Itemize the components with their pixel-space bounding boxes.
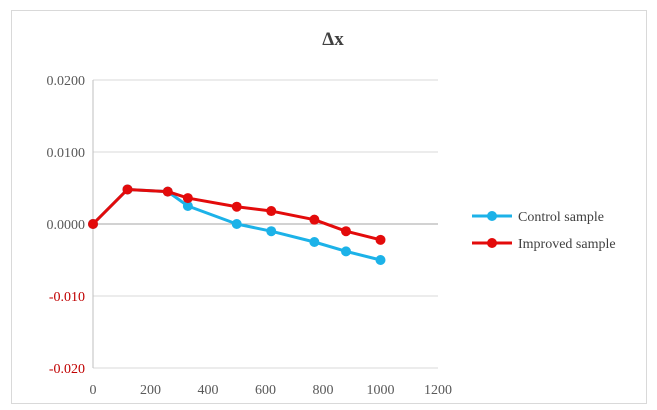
x-tick-labels: 0 200 400 600 800 1000 1200 xyxy=(90,383,453,398)
y-tick-label: 0.0200 xyxy=(47,74,86,89)
legend-label: Improved sample xyxy=(518,237,616,252)
legend: Control sample Improved sample xyxy=(472,210,616,252)
x-tick-label: 400 xyxy=(198,383,219,398)
legend-label: Control sample xyxy=(518,210,604,225)
y-tick-label: 0.0000 xyxy=(47,218,86,233)
legend-swatch-marker xyxy=(487,211,497,221)
data-point xyxy=(162,186,173,197)
gridlines xyxy=(93,79,438,369)
data-point xyxy=(182,201,193,211)
data-point xyxy=(341,226,351,237)
y-tick-label: -0.010 xyxy=(49,290,85,305)
data-point xyxy=(231,219,242,229)
chart-title: Δx xyxy=(322,29,344,50)
x-tick-label: 1000 xyxy=(367,383,395,398)
series-group xyxy=(88,184,386,265)
data-point xyxy=(182,193,193,204)
x-tick-label: 600 xyxy=(255,383,276,398)
x-tick-label: 800 xyxy=(313,383,334,398)
series-1 xyxy=(88,184,386,265)
series-line xyxy=(91,187,382,242)
x-tick-label: 1200 xyxy=(424,383,452,398)
data-point xyxy=(341,246,351,257)
data-point xyxy=(375,234,386,245)
chart-frame xyxy=(11,10,647,404)
data-point xyxy=(88,219,98,229)
x-tick-label: 0 xyxy=(90,383,97,398)
legend-item: Control sample xyxy=(472,210,604,225)
y-tick-labels: 0.0200 0.0100 0.0000 -0.010 -0.020 xyxy=(47,74,86,377)
data-point xyxy=(266,206,277,217)
data-point xyxy=(266,226,277,237)
legend-item: Improved sample xyxy=(472,237,616,252)
data-point xyxy=(122,184,133,195)
data-point xyxy=(309,214,320,225)
y-tick-label: -0.020 xyxy=(49,362,85,377)
y-tick-label: 0.0100 xyxy=(47,146,86,161)
legend-swatch-marker xyxy=(487,238,497,248)
data-point xyxy=(375,255,386,265)
series-2 xyxy=(88,184,386,245)
x-tick-label: 200 xyxy=(140,383,161,398)
data-point xyxy=(231,201,242,212)
data-point xyxy=(309,237,320,247)
